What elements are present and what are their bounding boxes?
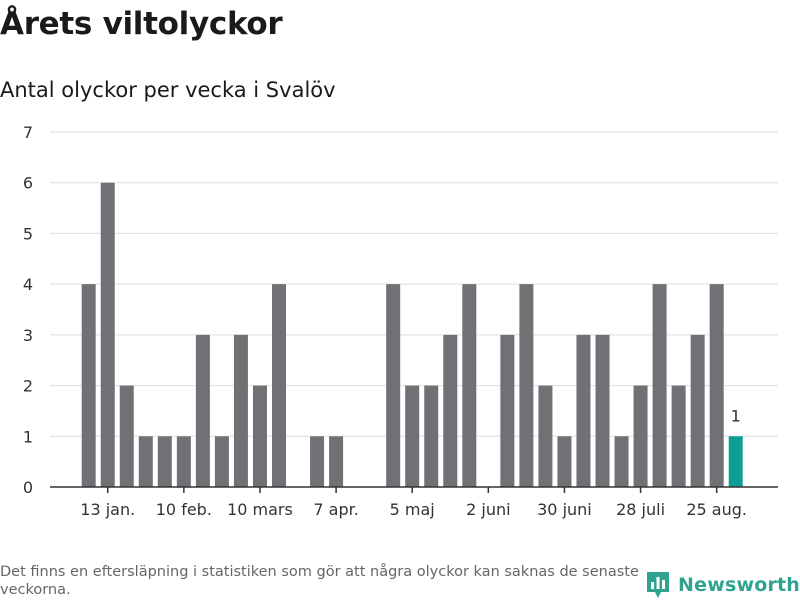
chart-title: Årets viltolyckor (0, 6, 283, 42)
footnote: Det finns en eftersläpning i statistiken… (0, 564, 639, 598)
x-tick-label: 10 mars (227, 500, 293, 519)
y-tick-label: 2 (23, 377, 33, 396)
y-tick-label: 5 (23, 224, 33, 243)
bar (443, 334, 458, 487)
bar (138, 436, 153, 487)
x-tick-label: 30 juni (537, 500, 592, 519)
bar-chart: 0 1 2 3 4 5 6 7 13 jan. 10 feb. 10 mars 7 apr. 5 ma… (23, 123, 778, 519)
bar (176, 436, 191, 487)
bar (462, 284, 477, 487)
chart-subtitle: Antal olyckor per vecka i Svalöv (0, 78, 336, 102)
bar (519, 284, 534, 487)
x-tick-label: 5 maj (390, 500, 435, 519)
bar (652, 284, 667, 487)
y-tick-label: 0 (23, 478, 33, 497)
bar (500, 334, 515, 487)
bar (310, 436, 325, 487)
bar (214, 436, 229, 487)
x-tick-label: 13 jan. (80, 500, 135, 519)
bar (690, 334, 705, 487)
y-tick-label: 6 (23, 174, 33, 193)
bar (329, 436, 344, 487)
bar (233, 334, 248, 487)
x-axis (50, 486, 778, 493)
x-tick-label: 2 juni (466, 500, 510, 519)
bar (595, 334, 610, 487)
bar (671, 385, 686, 487)
data-labels: 1 (731, 406, 741, 425)
bar (252, 385, 267, 487)
bar (576, 334, 591, 487)
bar (81, 284, 96, 487)
data-label: 1 (731, 406, 741, 425)
bar (557, 436, 572, 487)
x-tick-label: 7 apr. (313, 500, 358, 519)
bar (157, 436, 172, 487)
y-tick-label: 7 (23, 123, 33, 142)
bar (405, 385, 420, 487)
y-axis-tick-labels: 0 1 2 3 4 5 6 7 (23, 123, 33, 497)
y-tick-label: 1 (23, 427, 33, 446)
bar (633, 385, 648, 487)
bar-chart-speech-bubble-icon (647, 572, 669, 598)
bars (81, 182, 743, 487)
brand-name: Newsworthy (678, 574, 800, 596)
bar-highlight (728, 436, 743, 487)
bar (386, 284, 401, 487)
bar (119, 385, 134, 487)
bar (100, 182, 115, 487)
bar (614, 436, 629, 487)
bar (538, 385, 553, 487)
bar (424, 385, 439, 487)
bar (272, 284, 286, 487)
y-tick-label: 3 (23, 326, 33, 345)
x-axis-tick-labels: 13 jan. 10 feb. 10 mars 7 apr. 5 maj 2 juni 30… (80, 500, 747, 519)
bar (709, 284, 724, 487)
x-tick-label: 28 juli (616, 500, 665, 519)
x-tick-label: 25 aug. (686, 500, 747, 519)
bar (195, 334, 210, 487)
x-tick-label: 10 feb. (156, 500, 212, 519)
brand-logo[interactable]: Newsworthy (645, 570, 800, 600)
y-tick-label: 4 (23, 275, 33, 294)
